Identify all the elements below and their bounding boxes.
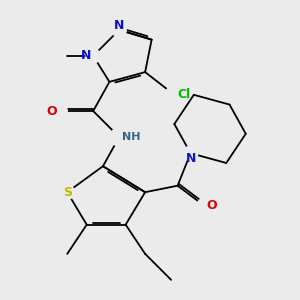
Text: N: N [114, 19, 124, 32]
Text: S: S [63, 186, 72, 199]
Circle shape [60, 185, 74, 199]
Text: N: N [185, 152, 196, 165]
Text: Cl: Cl [178, 88, 191, 101]
Text: NH: NH [122, 132, 141, 142]
Circle shape [112, 23, 126, 37]
Circle shape [183, 146, 198, 160]
Circle shape [165, 86, 183, 104]
Text: N: N [81, 50, 92, 62]
Circle shape [86, 49, 100, 63]
Text: O: O [47, 105, 58, 118]
Circle shape [110, 128, 128, 146]
Text: O: O [207, 199, 218, 212]
Circle shape [197, 199, 210, 212]
Circle shape [54, 105, 67, 118]
